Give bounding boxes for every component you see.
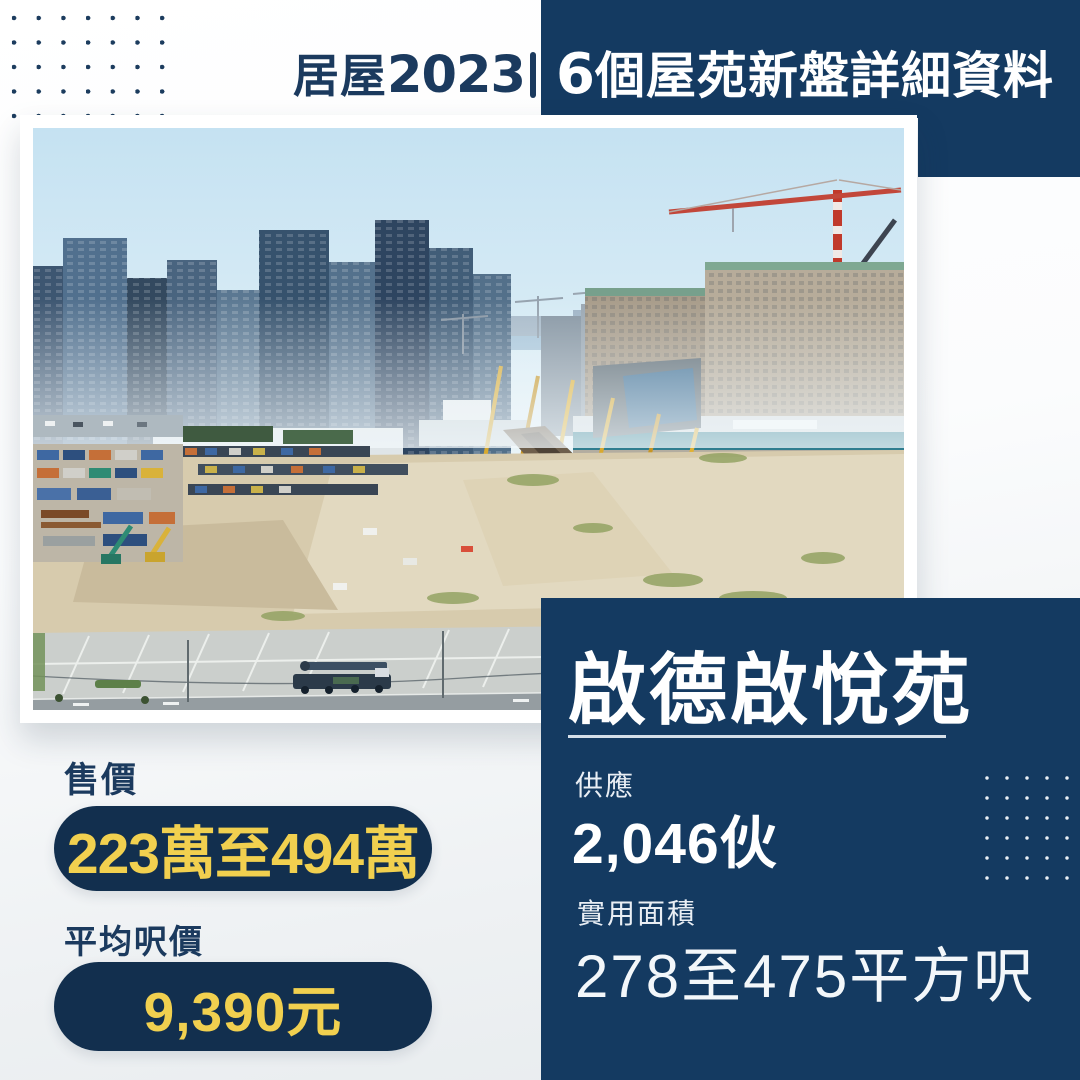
estate-name: 啟德啟悅苑 bbox=[568, 646, 974, 734]
estate-name-underline bbox=[568, 735, 946, 738]
header-series-year: 2023 bbox=[387, 46, 526, 105]
header-series-label: 居屋 bbox=[293, 50, 388, 102]
photo-illustration bbox=[33, 128, 904, 710]
psf-label: 平均呎價 bbox=[64, 923, 204, 960]
header-divider-bar bbox=[530, 52, 536, 98]
header-headline: 6 個屋苑新盤詳細資料 bbox=[556, 36, 1054, 108]
supply-value: 2,046伙 bbox=[572, 812, 778, 876]
price-value: 223萬至494萬 bbox=[66, 821, 420, 886]
photo-foreground bbox=[33, 415, 904, 640]
headline-number: 6 bbox=[556, 42, 595, 107]
header-title-left: 居屋 2023 bbox=[0, 40, 526, 106]
price-label: 售價 bbox=[64, 761, 139, 800]
top-left-dot-grid bbox=[8, 12, 176, 124]
supply-label: 供應 bbox=[575, 770, 636, 801]
area-label: 實用面積 bbox=[577, 898, 698, 929]
panel-dot-grid bbox=[982, 773, 1078, 885]
photo-frame bbox=[20, 115, 917, 723]
psf-value: 9,390元 bbox=[143, 980, 343, 1043]
headline-text: 個屋苑新盤詳細資料 bbox=[594, 48, 1054, 104]
psf-pill: 9,390元 bbox=[54, 962, 432, 1051]
price-pill: 223萬至494萬 bbox=[54, 806, 432, 891]
estate-panel: 啟德啟悅苑 供應 2,046伙 實用面積 278至475平方呎 bbox=[541, 598, 1080, 1080]
area-value: 278至475平方呎 bbox=[575, 943, 1036, 1010]
top-right-corner-block bbox=[918, 0, 1080, 177]
